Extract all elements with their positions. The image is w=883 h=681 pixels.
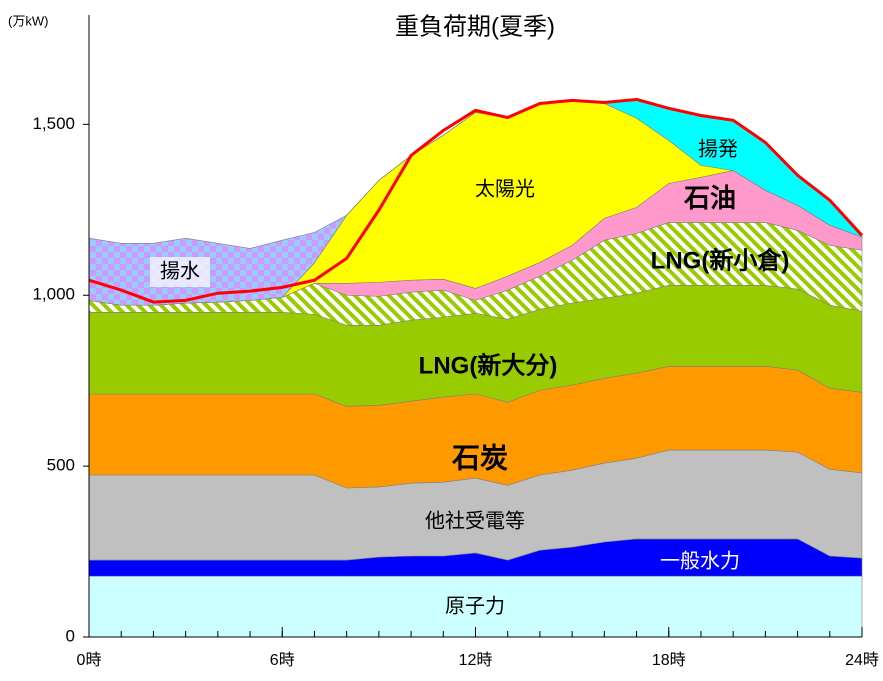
area-label: LNG(新大分)	[419, 351, 558, 379]
chart-title: 重負荷期(夏季)	[395, 13, 555, 40]
y-tick-label: 1,000	[32, 285, 75, 304]
area-label: 太陽光	[475, 177, 535, 200]
x-tick-label: 12時	[459, 651, 493, 669]
area-label: 石油	[683, 183, 736, 213]
area-label: 原子力	[445, 594, 505, 617]
y-tick-label: 500	[47, 456, 75, 475]
areas	[88, 99, 863, 638]
x-tick-label: 18時	[652, 651, 686, 669]
area-label: 揚水	[160, 259, 200, 282]
area-label: 揚発	[698, 137, 738, 160]
x-tick-label: 24時	[845, 651, 879, 669]
y-tick-label: 0	[66, 626, 75, 645]
area-label: 他社受電等	[425, 509, 525, 532]
area-label: LNG(新小倉)	[651, 246, 790, 274]
label-bg	[150, 257, 210, 287]
y-tick-label: 1,500	[32, 114, 75, 133]
y-unit: (万kW)	[8, 13, 48, 28]
x-tick-label: 0時	[77, 651, 102, 669]
x-tick-label: 6時	[270, 651, 295, 669]
area-label: 石炭	[451, 442, 508, 473]
demand-line	[88, 97, 864, 304]
area-label: 一般水力	[660, 549, 740, 572]
